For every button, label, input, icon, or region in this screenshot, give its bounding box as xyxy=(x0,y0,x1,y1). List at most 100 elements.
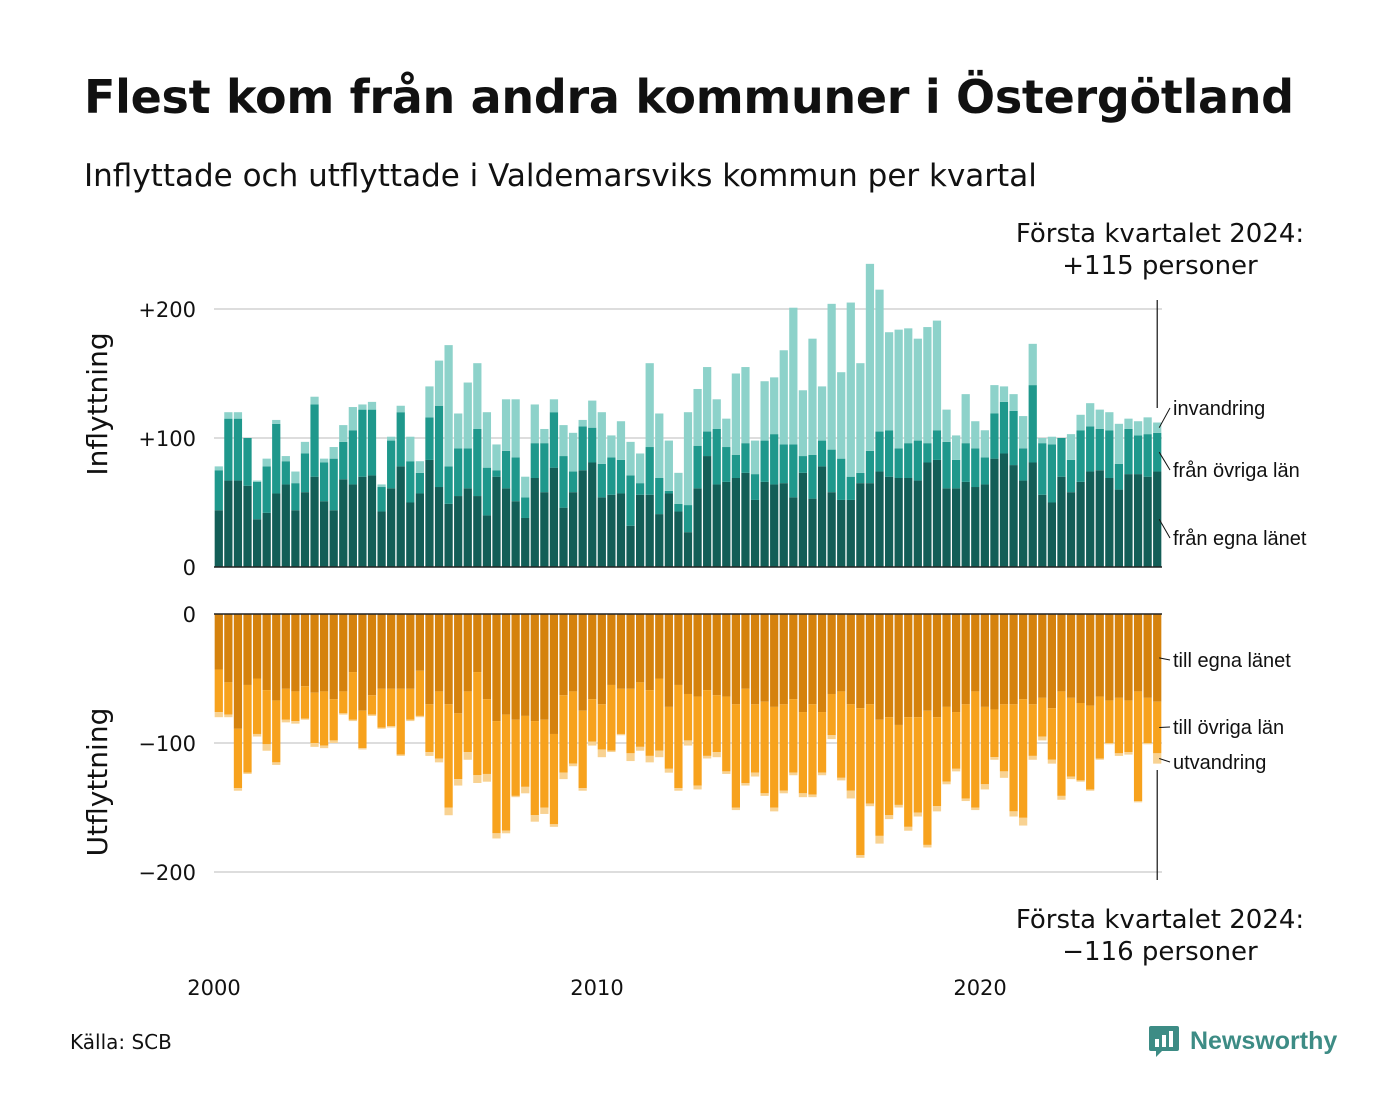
bar-in-ovriga xyxy=(904,443,913,478)
bar-in-egna xyxy=(1076,481,1085,567)
bar-in-invandring xyxy=(425,386,434,418)
bar-ut-egna xyxy=(990,614,999,710)
bar-in-egna xyxy=(521,517,530,567)
bar-in-egna xyxy=(1105,477,1114,567)
bar-in-egna xyxy=(1086,471,1095,567)
bar-in-egna xyxy=(750,499,760,567)
bar-in-invandring xyxy=(492,444,501,471)
bar-in-ovriga xyxy=(549,412,559,468)
bar-ut-ovriga xyxy=(454,713,463,780)
bar-in-invandring xyxy=(1028,343,1037,386)
series-label: till övriga län xyxy=(1173,717,1284,739)
bar-in-ovriga xyxy=(1114,463,1124,490)
bar-in-ovriga xyxy=(1153,432,1162,472)
bar-ut-utvandring xyxy=(578,788,587,791)
bar-ut-egna xyxy=(789,614,798,700)
y-tick-label: +100 xyxy=(138,427,196,451)
bar-in-egna xyxy=(214,510,223,567)
bar-ut-ovriga xyxy=(530,721,539,816)
bar-ut-egna xyxy=(607,614,616,685)
bar-ut-ovriga xyxy=(971,691,980,808)
bar-ut-ovriga xyxy=(339,691,348,714)
bar-ut-egna xyxy=(942,614,951,707)
bar-ut-utvandring xyxy=(636,746,645,751)
bar-in-invandring xyxy=(636,453,645,484)
bar-in-invandring xyxy=(300,441,310,454)
bar-in-ovriga xyxy=(1038,443,1047,495)
bar-ut-egna xyxy=(444,614,453,705)
bar-in-egna xyxy=(636,494,645,567)
bar-in-egna xyxy=(568,492,578,567)
bar-in-invandring xyxy=(473,363,482,429)
bar-ut-utvandring xyxy=(971,807,980,811)
bar-in-invandring xyxy=(1038,438,1047,444)
bar-ut-egna xyxy=(683,614,693,694)
bar-ut-egna xyxy=(214,614,223,670)
bar-ut-ovriga xyxy=(1019,699,1028,818)
bar-in-egna xyxy=(1047,502,1056,567)
bar-ut-utvandring xyxy=(1047,759,1056,764)
bar-in-egna xyxy=(722,481,731,567)
bar-ut-egna xyxy=(865,614,875,705)
bar-ut-ovriga xyxy=(406,688,415,720)
bar-ut-egna xyxy=(846,614,855,705)
bar-ut-egna xyxy=(664,614,673,707)
bar-ut-egna xyxy=(473,614,482,673)
bar-ut-utvandring xyxy=(501,830,511,834)
bar-ut-utvandring xyxy=(952,768,961,772)
bar-ut-utvandring xyxy=(387,726,396,728)
bar-ut-ovriga xyxy=(1105,700,1114,743)
bar-in-ovriga xyxy=(233,418,243,481)
bar-in-invandring xyxy=(329,447,338,459)
bar-in-egna xyxy=(980,484,989,567)
bar-ut-utvandring xyxy=(846,790,855,799)
bar-in-ovriga xyxy=(1143,434,1152,477)
bar-ut-utvandring xyxy=(367,714,377,716)
bar-in-invandring xyxy=(252,480,262,482)
bar-ut-utvandring xyxy=(252,733,262,737)
bar-in-ovriga xyxy=(923,443,932,463)
bar-ut-utvandring xyxy=(1133,801,1143,803)
bar-ut-utvandring xyxy=(961,798,970,802)
bar-in-ovriga xyxy=(999,401,1009,454)
bar-in-invandring xyxy=(1143,417,1152,435)
bar-in-egna xyxy=(1028,462,1037,567)
bar-in-invandring xyxy=(664,440,673,491)
bar-ut-utvandring xyxy=(492,833,501,839)
bar-ut-ovriga xyxy=(367,695,377,715)
bar-in-ovriga xyxy=(884,430,894,477)
bar-in-egna xyxy=(999,453,1009,567)
bar-ut-ovriga xyxy=(961,704,970,799)
bar-ut-ovriga xyxy=(990,709,999,758)
bar-in-egna xyxy=(597,497,606,567)
bar-ut-ovriga xyxy=(674,684,683,789)
bar-in-invandring xyxy=(358,404,367,410)
bar-in-ovriga xyxy=(808,454,817,499)
bar-ut-egna xyxy=(1133,614,1143,692)
chart-title: Flest kom från andra kommuner i Östergöt… xyxy=(84,70,1294,124)
bar-in-egna xyxy=(396,466,405,567)
bar-ut-egna xyxy=(367,614,377,696)
latest-outflow-note-line2: −116 personer xyxy=(1062,937,1258,967)
bar-ut-ovriga xyxy=(798,712,808,794)
bar-in-invandring xyxy=(559,425,568,457)
bar-ut-utvandring xyxy=(923,844,932,848)
bar-ut-utvandring xyxy=(722,771,731,774)
bar-ut-utvandring xyxy=(837,777,846,781)
bar-in-invandring xyxy=(616,421,626,460)
bar-in-invandring xyxy=(348,407,357,431)
bar-ut-utvandring xyxy=(396,754,405,756)
bar-ut-ovriga xyxy=(1066,697,1076,777)
bar-ut-egna xyxy=(760,614,769,702)
bar-in-egna xyxy=(932,459,942,567)
bar-ut-ovriga xyxy=(387,688,396,727)
bar-ut-utvandring xyxy=(272,762,281,765)
bar-ut-utvandring xyxy=(616,733,626,736)
bar-ut-utvandring xyxy=(1153,753,1162,764)
bar-ut-ovriga xyxy=(856,708,865,856)
brand-logo[interactable]: Newsworthy xyxy=(1148,1024,1337,1058)
bar-ut-utvandring xyxy=(262,744,271,751)
bar-in-ovriga xyxy=(913,440,922,481)
bar-ut-egna xyxy=(425,614,434,705)
bar-ut-utvandring xyxy=(300,718,310,720)
